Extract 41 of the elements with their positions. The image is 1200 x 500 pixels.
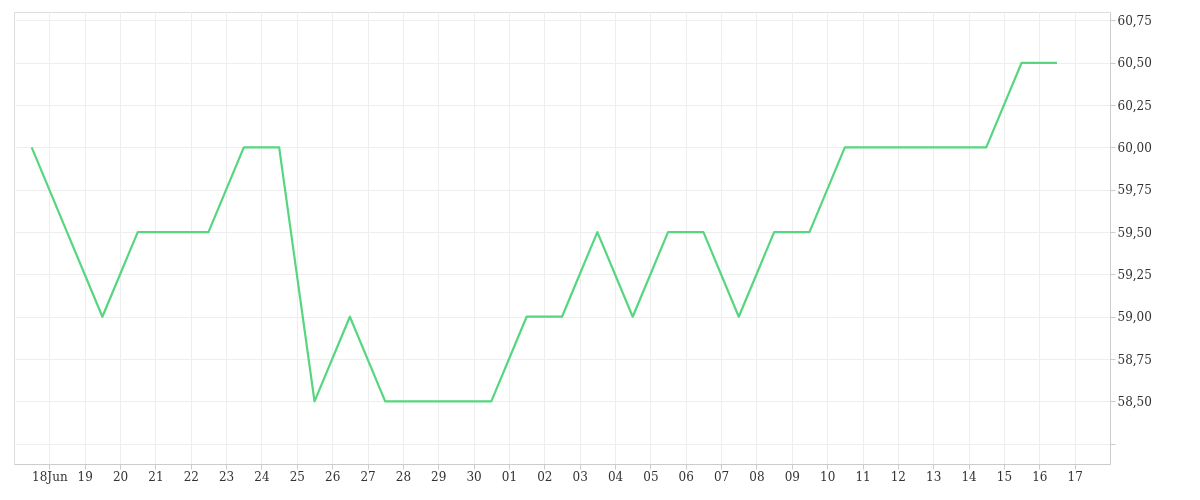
x-tick-label: 26 (325, 469, 341, 484)
x-tick-label: 09 (784, 469, 800, 484)
y-tick-label: 60,50 (1117, 56, 1152, 71)
x-tick-label: 19 (77, 469, 93, 484)
x-tick-label: 25 (289, 469, 305, 484)
x-tick-label: 22 (183, 469, 199, 484)
x-tick-label: 15 (996, 469, 1013, 484)
x-tick-label: 04 (607, 469, 624, 484)
x-tick-label: 16 (1032, 469, 1048, 484)
x-tick-label: 24 (254, 469, 270, 484)
x-tick-label: 08 (749, 469, 765, 484)
x-tick-label: 12 (890, 469, 907, 484)
x-tick-label: 20 (112, 469, 129, 484)
x-tick-label: 18Jun (32, 469, 68, 484)
y-tick-label: 59,75 (1117, 183, 1152, 198)
x-tick-label: 06 (678, 469, 694, 484)
x-tick-label: 07 (713, 469, 730, 484)
y-tick-label: 60,75 (1117, 13, 1152, 28)
line-series (30, 61, 1059, 403)
x-tick-label: 17 (1067, 469, 1083, 484)
x-tick-label: 28 (395, 469, 412, 484)
y-tick-label: 59,50 (1117, 225, 1152, 240)
y-tick-label: 58,50 (1117, 394, 1152, 409)
x-tick-label: 27 (360, 469, 376, 484)
x-tick-label: 14 (961, 469, 978, 484)
y-tick-label: 58,75 (1117, 352, 1152, 367)
x-tick-label: 01 (501, 469, 518, 484)
x-tick-label: 29 (431, 469, 447, 484)
x-tick-label: 10 (820, 469, 836, 484)
x-tick-label: 05 (643, 469, 659, 484)
x-tick-label: 03 (572, 469, 588, 484)
x-tick-label: 11 (855, 469, 871, 484)
x-tick-label: 13 (926, 469, 942, 484)
x-tick-label: 30 (466, 469, 482, 484)
x-tick-label: 21 (148, 469, 164, 484)
y-tick-label: 60,25 (1117, 98, 1152, 113)
y-tick-label: 59,25 (1117, 267, 1152, 282)
x-tick-label: 02 (537, 469, 553, 484)
y-tick-label: 60,00 (1117, 140, 1152, 155)
y-tick-label: 59,00 (1117, 310, 1152, 325)
x-tick-label: 23 (218, 469, 235, 484)
